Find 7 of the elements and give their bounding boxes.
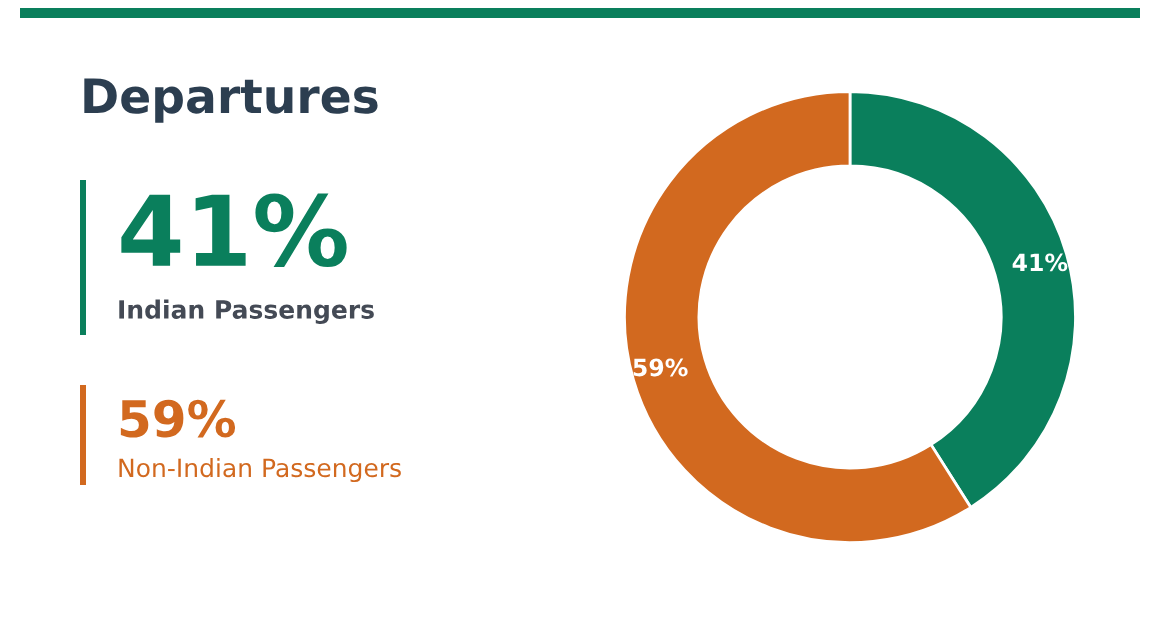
legend-label: Non-Indian Passengers — [119, 457, 401, 483]
chart-title: Departures — [84, 78, 378, 123]
data-label: 41% — [1012, 253, 1068, 272]
text: 59% — [120, 399, 236, 438]
legend-label: Indian Passengers — [119, 299, 374, 324]
data-label: 59% — [633, 358, 688, 377]
text: 41% — [121, 193, 347, 268]
